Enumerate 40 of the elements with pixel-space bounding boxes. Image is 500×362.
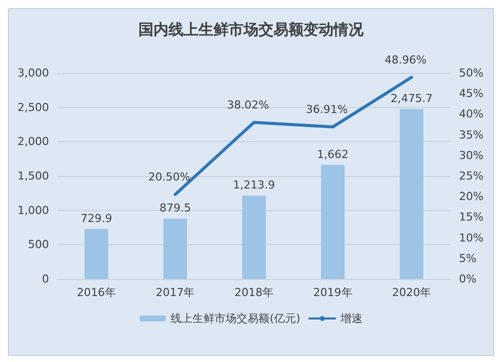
x-tick-label: 2016年: [76, 286, 116, 299]
y-tick-label: 500: [28, 238, 49, 252]
y2-tick-label: 10%: [459, 231, 484, 244]
y-tick-label: 1,500: [18, 170, 49, 182]
y-tick-label: 1,000: [18, 204, 49, 217]
x-tick-label: 2017年: [156, 286, 195, 299]
y2-tick-label: 50%: [459, 66, 484, 80]
y2-tick-label: 40%: [459, 108, 484, 121]
x-tick-label: 2020年: [392, 286, 432, 299]
y2-tick-label: 30%: [459, 148, 484, 162]
chart-title: 国内线上生鲜市场交易额变动情况: [138, 20, 364, 38]
data-label: 2,475.7: [390, 92, 433, 105]
data-label: 1,662: [317, 148, 349, 161]
bar: [242, 196, 266, 279]
bar: [163, 218, 188, 279]
y-tick-label: 2,500: [18, 100, 49, 114]
bar: [320, 164, 345, 279]
x-tick-label: 2019年: [313, 286, 352, 299]
data-label: 36.91%: [306, 102, 348, 116]
y2-tick-label: 0%: [459, 272, 476, 286]
data-label: 1,213.9: [233, 178, 275, 192]
data-label: 729.9: [80, 212, 112, 225]
y-tick-label: 2,000: [18, 135, 49, 148]
y2-tick-label: 15%: [459, 210, 484, 224]
y-tick-label: 3,000: [18, 66, 49, 80]
bar: [400, 109, 424, 279]
x-tick-label: 2018年: [234, 286, 274, 299]
data-label: 48.96%: [384, 53, 427, 66]
legend-label: 增速: [339, 312, 362, 325]
y2-tick-label: 20%: [459, 190, 484, 204]
data-label: 20.50%: [148, 170, 190, 184]
y2-tick-label: 5%: [459, 252, 476, 265]
y2-tick-label: 25%: [459, 170, 484, 182]
bar: [84, 228, 108, 279]
y2-tick-label: 35%: [459, 128, 484, 142]
y-tick-label: 0: [42, 272, 49, 286]
legend-label: 线上生鲜市场交易额(亿元): [170, 312, 300, 325]
data-label: 38.02%: [227, 98, 269, 112]
data-label: 879.5: [159, 202, 191, 215]
y2-tick-label: 45%: [459, 87, 484, 100]
